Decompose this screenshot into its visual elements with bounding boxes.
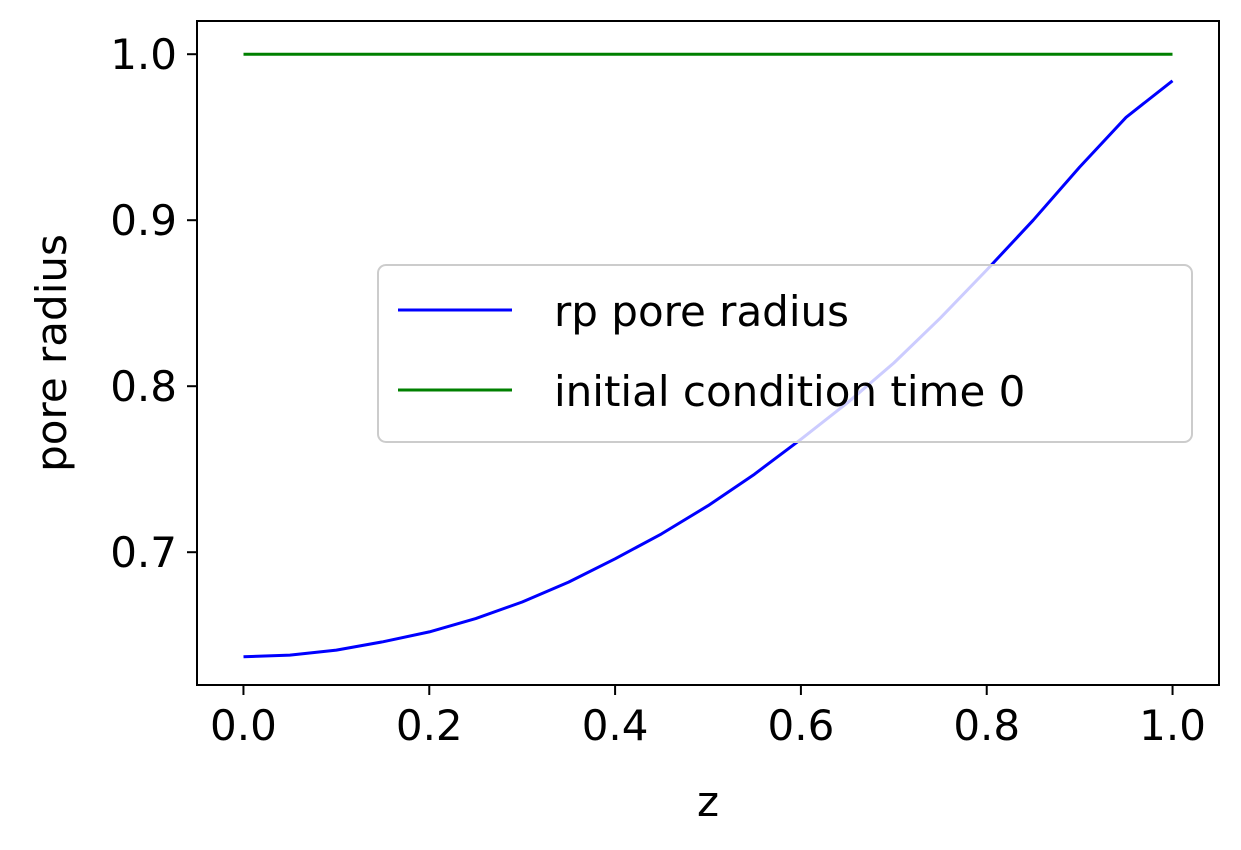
plot-frame	[196, 20, 1220, 686]
series-line-0	[243, 79, 1174, 659]
x-tick-label: 0.6	[768, 701, 835, 750]
x-tick-label: 1.0	[1139, 701, 1206, 750]
x-axis-label: z	[697, 777, 719, 826]
y-tick-label: 1.0	[110, 30, 177, 79]
legend-label-rp-pore-radius: rp pore radius	[554, 287, 849, 336]
x-tick-label: 0.4	[582, 701, 649, 750]
x-tick-label: 0.8	[953, 701, 1020, 750]
legend-label-initial-condition: initial condition time 0	[554, 367, 1025, 416]
series-layer	[243, 52, 1174, 659]
x-tick-label: 0.0	[210, 701, 277, 750]
y-tick-label: 0.9	[110, 196, 177, 245]
legend: rp pore radius initial condition time 0	[377, 264, 1193, 443]
x-tick-label: 0.2	[396, 701, 463, 750]
y-axis-label: pore radius	[27, 234, 76, 472]
y-tick-label: 0.7	[110, 528, 177, 577]
legend-box	[377, 264, 1193, 443]
y-tick-label: 0.8	[110, 362, 177, 411]
ticks-layer: 0.0 0.2 0.4 0.6 0.8 1.0 0.7 0.8 0.9 1.0	[110, 30, 1206, 750]
